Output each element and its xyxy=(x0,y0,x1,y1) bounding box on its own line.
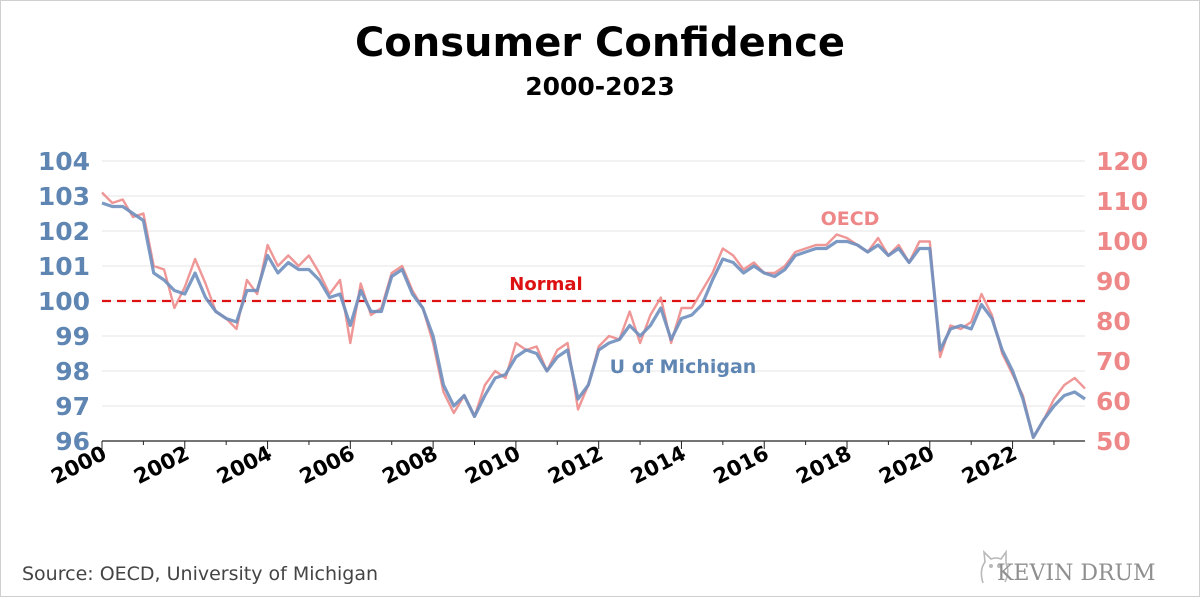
x-axis-tick-label: 2002 xyxy=(130,441,193,489)
x-axis-tick-label: 2018 xyxy=(792,441,855,489)
x-axis-tick-label: 2014 xyxy=(627,441,690,489)
x-axis-tick-label: 2012 xyxy=(544,441,607,489)
right-axis-tick-label: 60 xyxy=(1096,387,1131,416)
left-axis-tick-label: 97 xyxy=(55,392,90,421)
left-axis-tick-label: 102 xyxy=(38,217,90,246)
x-axis-tick-label: 2016 xyxy=(710,441,773,489)
right-axis-tick-label: 80 xyxy=(1096,307,1131,336)
annotation-u-of-michigan: U of Michigan xyxy=(610,356,757,378)
right-axis-tick-label: 100 xyxy=(1096,227,1148,256)
x-axis-tick-label: 2004 xyxy=(213,441,276,489)
source-note: Source: OECD, University of Michigan xyxy=(22,563,379,585)
brand-text: KEVIN DRUM xyxy=(997,561,1156,586)
left-axis-tick-label: 99 xyxy=(55,322,90,351)
x-axis-tick-label: 2006 xyxy=(296,441,359,489)
x-axis-tick-label: 2010 xyxy=(461,441,524,489)
right-axis-tick-label: 70 xyxy=(1096,347,1131,376)
annotation-oecd: OECD xyxy=(821,208,880,230)
left-axis-tick-label: 100 xyxy=(38,287,90,316)
kevin-drum-logo: KEVIN DRUM xyxy=(980,549,1156,586)
chart-subtitle: 2000-2023 xyxy=(525,72,675,101)
x-axis-tick-label: 2022 xyxy=(958,441,1021,489)
chart-title: Consumer Confidence xyxy=(354,20,846,66)
right-axis-tick-label: 50 xyxy=(1096,427,1131,456)
right-axis-tick-label: 120 xyxy=(1096,147,1148,176)
left-axis-tick-label: 103 xyxy=(38,182,90,211)
cat-logo-icon xyxy=(980,549,1009,584)
left-axis-tick-label: 104 xyxy=(38,147,90,176)
left-axis-tick-label: 101 xyxy=(38,252,90,281)
right-axis-tick-label: 110 xyxy=(1096,187,1148,216)
left-axis-tick-label: 98 xyxy=(55,357,90,386)
series-line-u-of-michigan xyxy=(101,201,1086,440)
x-axis-tick-label: 2020 xyxy=(875,441,938,489)
right-axis-tick-label: 90 xyxy=(1096,267,1131,296)
annotation-normal: Normal xyxy=(509,274,582,295)
x-axis-tick-label: 2008 xyxy=(378,441,441,489)
left-axis-tick-label: 96 xyxy=(55,427,90,456)
